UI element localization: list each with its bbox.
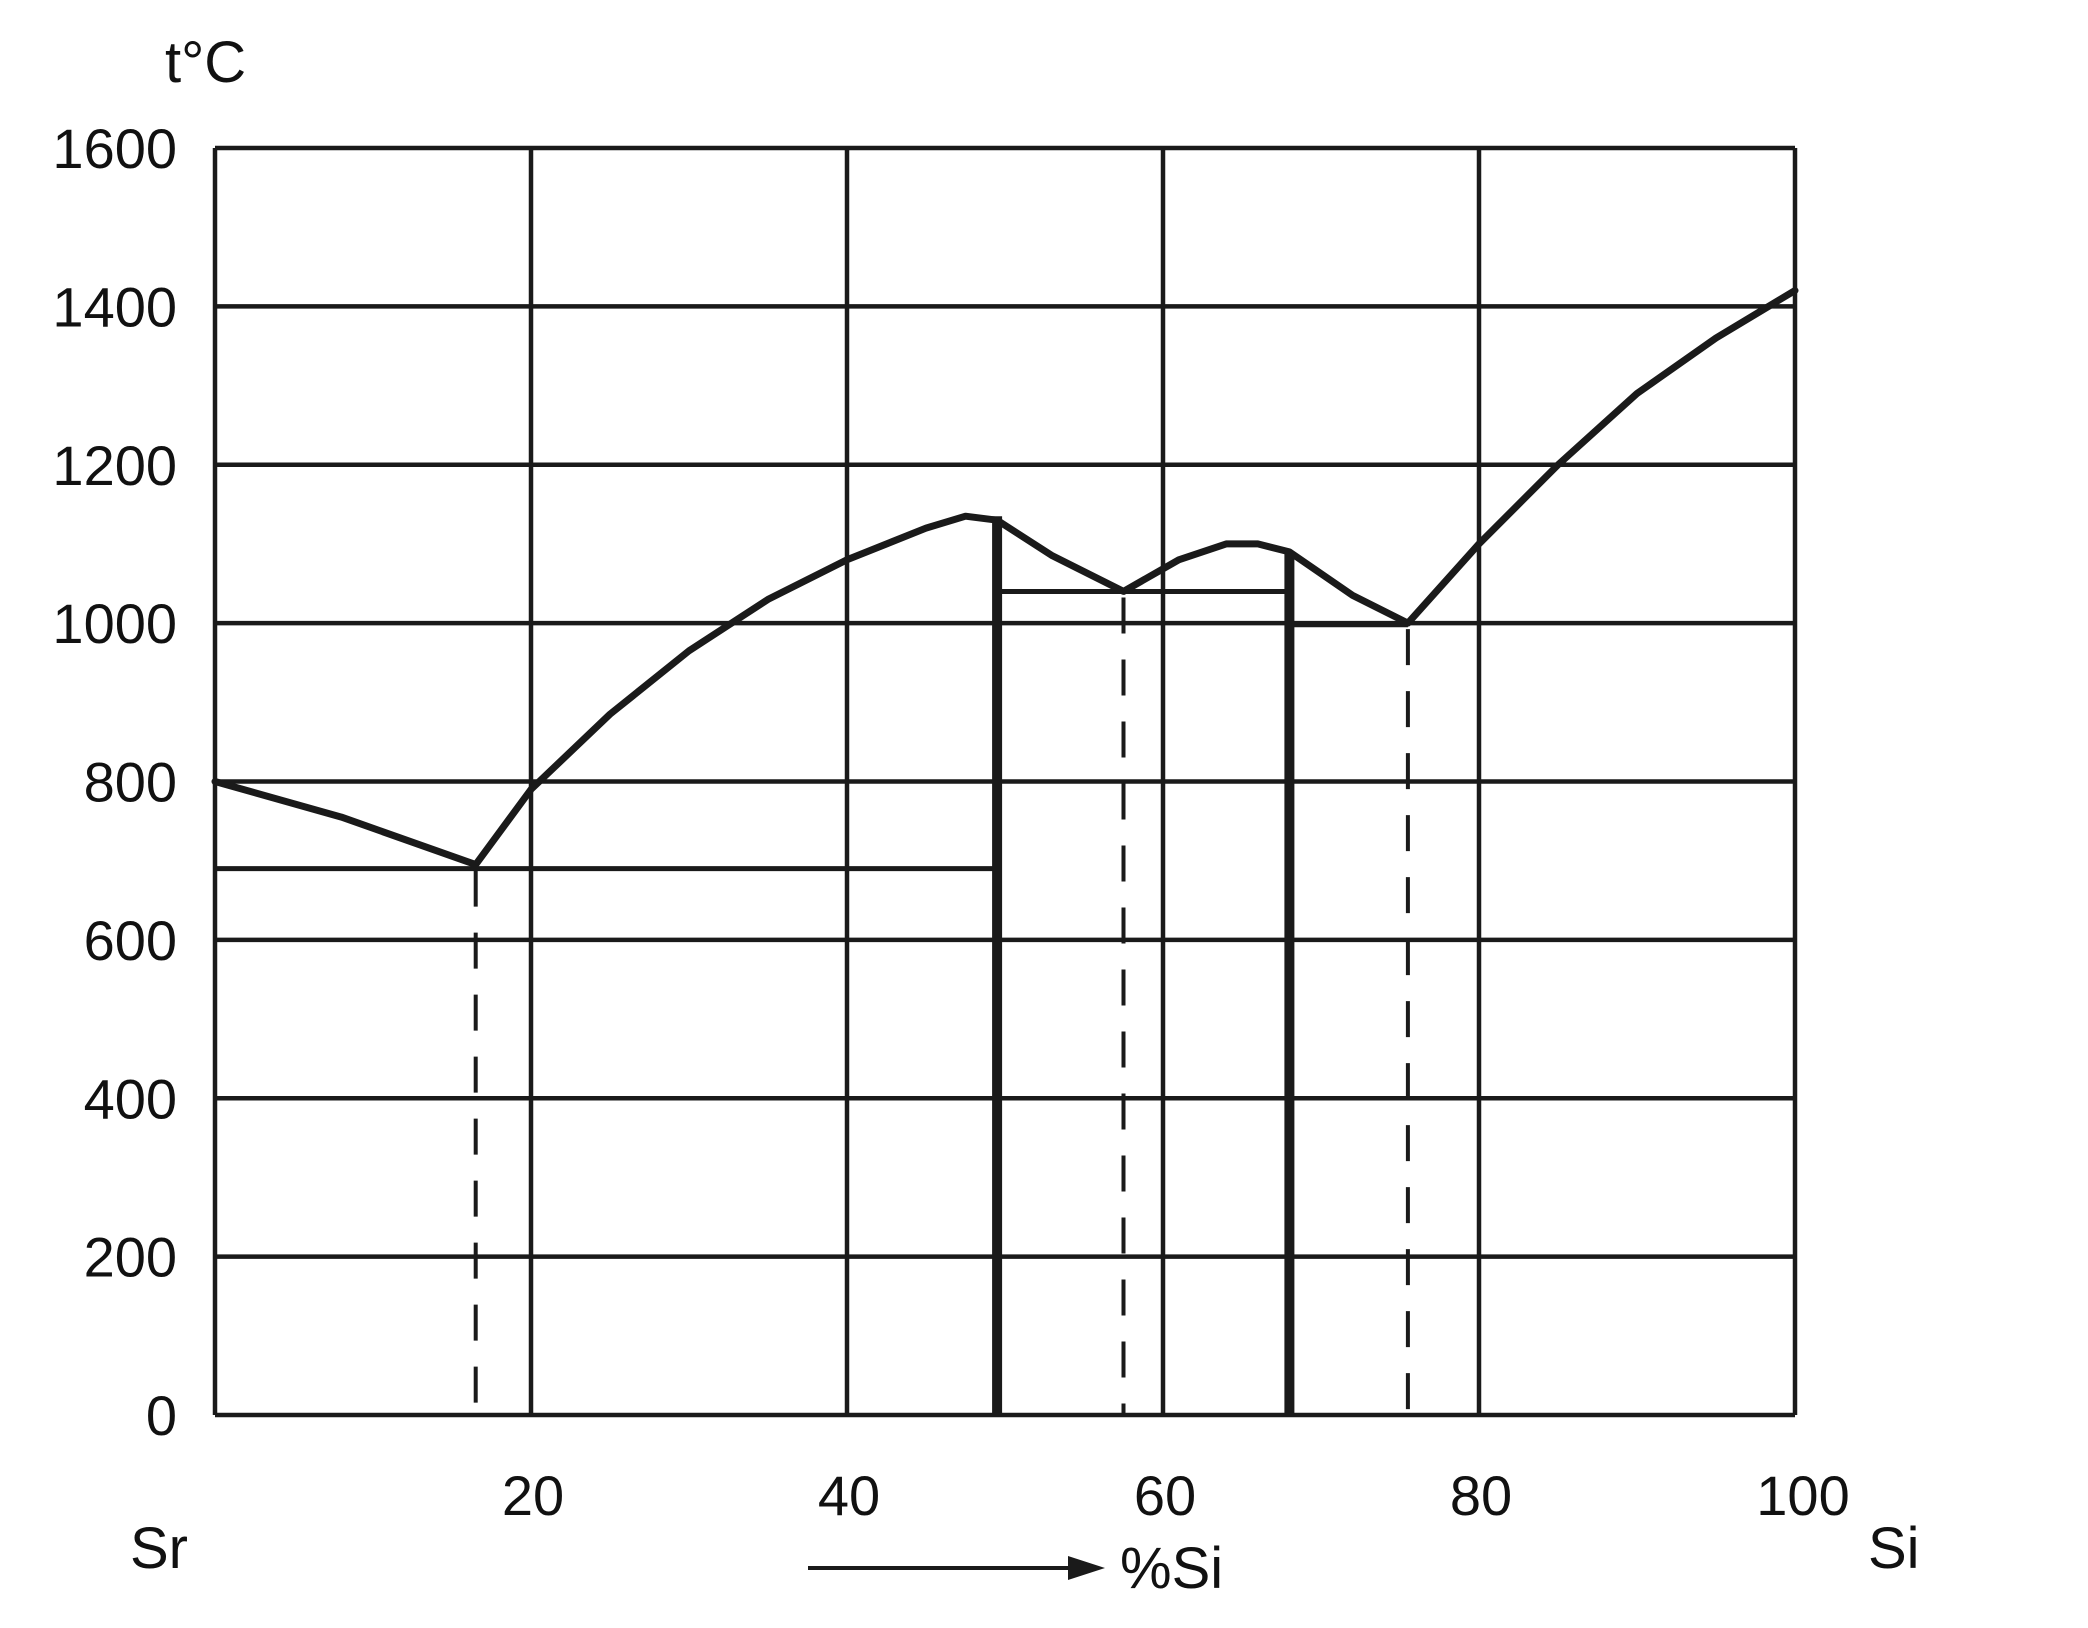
y-tick-label-800: 800 <box>84 751 177 814</box>
y-tick-label-1000: 1000 <box>52 592 177 655</box>
x-tick-label-80: 80 <box>1450 1464 1512 1527</box>
x-axis-arrow <box>808 1556 1105 1580</box>
y-tick-label-1400: 1400 <box>52 275 177 338</box>
y-tick-label-200: 200 <box>84 1226 177 1289</box>
x-tick-label-60: 60 <box>1134 1464 1196 1527</box>
x-axis-label: %Si <box>1120 1536 1223 1601</box>
x-tick-label-40: 40 <box>818 1464 880 1527</box>
x-tick-labels: 20 40 60 80 100 <box>502 1464 1850 1527</box>
y-tick-label-600: 600 <box>84 909 177 972</box>
x-right-end-label: Si <box>1868 1516 1920 1581</box>
x-tick-label-100: 100 <box>1756 1464 1849 1527</box>
y-tick-label-0: 0 <box>146 1384 177 1447</box>
liquidus-curve <box>211 287 1799 869</box>
y-tick-labels: 0 200 400 600 800 1000 1200 1400 1600 <box>52 117 177 1447</box>
x-tick-label-20: 20 <box>502 1464 564 1527</box>
x-left-end-label: Sr <box>130 1516 188 1581</box>
y-tick-label-1200: 1200 <box>52 434 177 497</box>
grid <box>212 145 1798 1418</box>
y-tick-label-1600: 1600 <box>52 117 177 180</box>
curves <box>211 287 1799 1415</box>
y-tick-label-400: 400 <box>84 1067 177 1130</box>
y-axis-label: t°C <box>165 30 246 95</box>
